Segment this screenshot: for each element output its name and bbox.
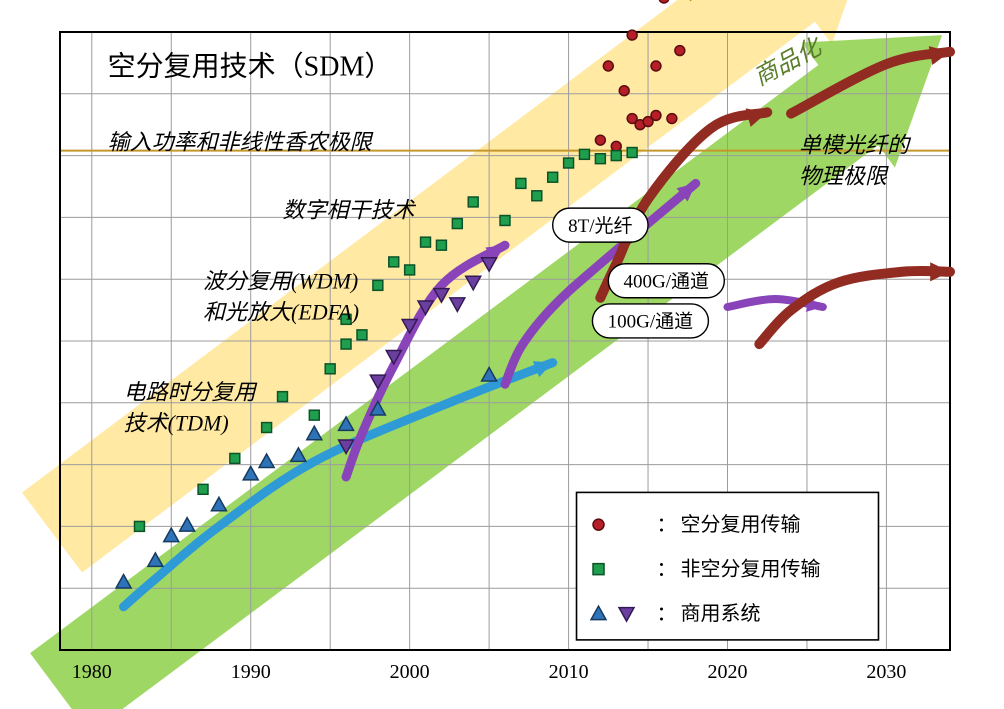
annot-coherent: 数字相干技术 bbox=[283, 197, 417, 222]
annot-title: 空分复用技术（SDM） bbox=[108, 50, 393, 82]
svg-text:400G/通道: 400G/通道 bbox=[624, 270, 710, 292]
legend-label: 非空分复用传输 bbox=[681, 558, 821, 581]
svg-text:8T/光纤: 8T/光纤 bbox=[568, 215, 632, 237]
chart-svg: 1980 1990 2000 2010 2020 2030 8T/光纤 400G/通道 100G… bbox=[0, 0, 1004, 709]
x-tick-label: 1980 bbox=[72, 661, 112, 683]
svg-text:：: ： bbox=[657, 514, 677, 536]
x-tick-label: 2000 bbox=[390, 661, 430, 683]
legend-label: 商用系统 bbox=[681, 602, 761, 625]
annot-tdm1: 电路时分复用 bbox=[124, 380, 258, 405]
legend-label: 空分复用传输 bbox=[681, 513, 801, 536]
annot-wdm2: 和光放大(EDFA) bbox=[203, 299, 359, 324]
annot-limit2: 物理极限 bbox=[799, 163, 889, 188]
annot-tdm2: 技术(TDM) bbox=[124, 411, 229, 436]
svg-text:：: ： bbox=[657, 603, 677, 625]
svg-text:100G/通道: 100G/通道 bbox=[608, 311, 694, 333]
svg-text:：: ： bbox=[657, 559, 677, 581]
x-tick-label: 2020 bbox=[708, 661, 748, 683]
annot-shannon: 输入功率和非线性香农极限 bbox=[108, 129, 374, 154]
x-tick-label: 2030 bbox=[866, 661, 906, 683]
annot-wdm1: 波分复用(WDM) bbox=[203, 268, 358, 293]
x-tick-label: 1990 bbox=[231, 661, 271, 683]
annot-limit1: 单模光纤的 bbox=[799, 133, 912, 158]
x-tick-label: 2010 bbox=[549, 661, 589, 683]
